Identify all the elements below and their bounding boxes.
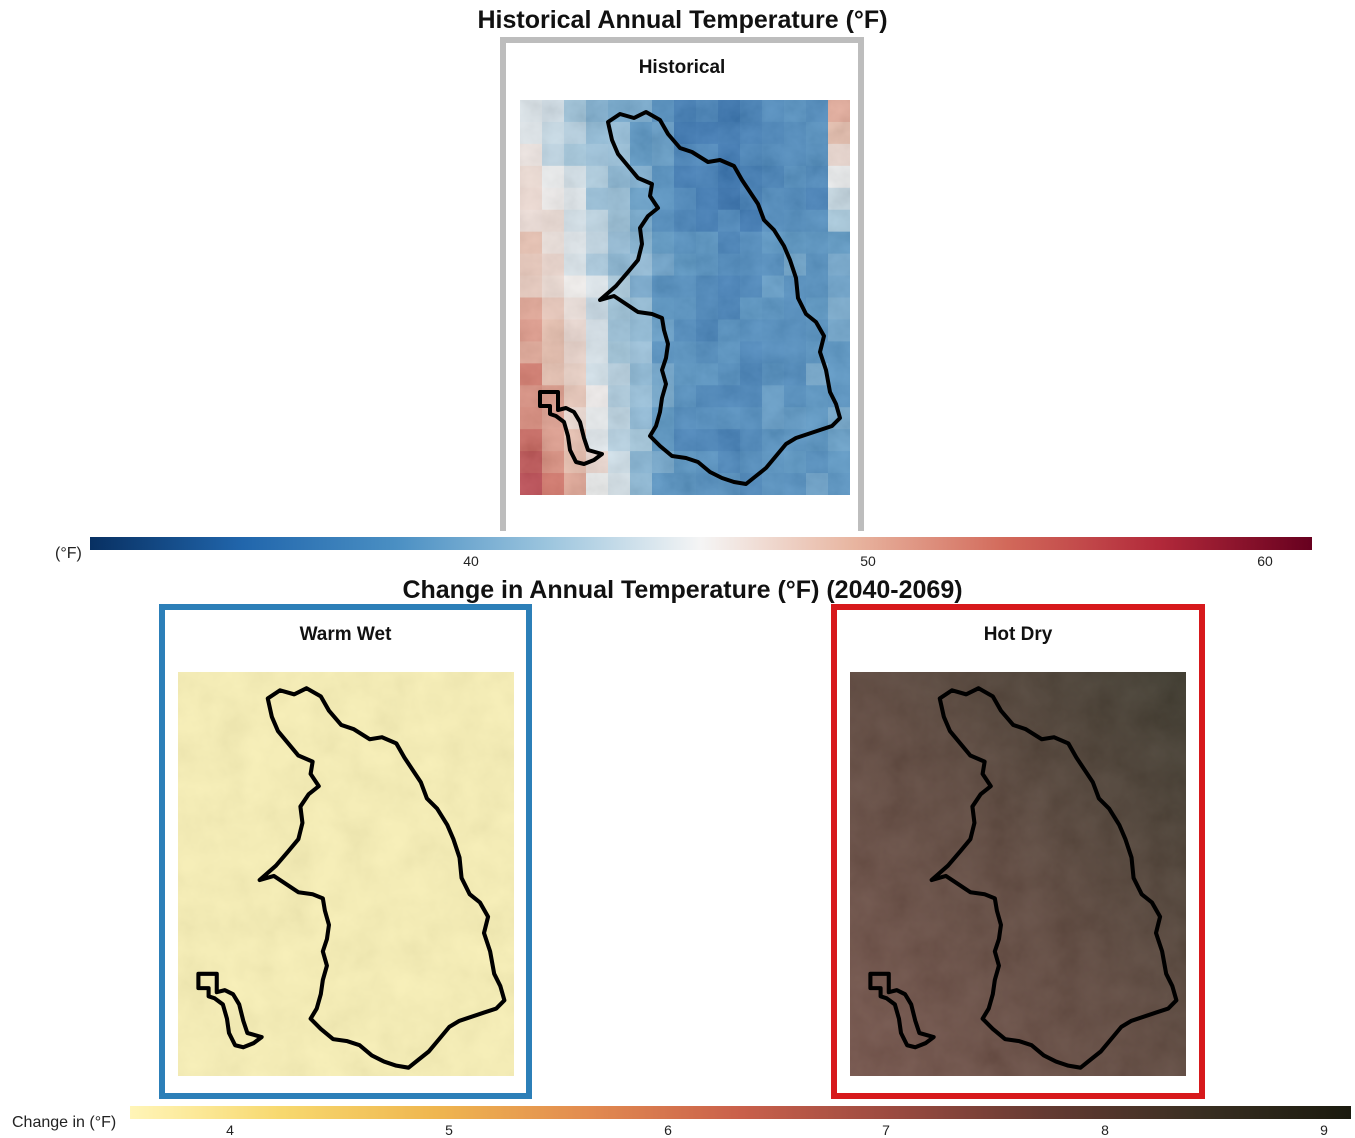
warm-wet-label: Warm Wet	[299, 624, 392, 645]
change-tick-label: 6	[664, 1122, 672, 1138]
historical-map	[520, 100, 850, 495]
change-tick-label: 7	[882, 1122, 890, 1138]
watershed-outline	[598, 110, 842, 486]
change-tick-label: 5	[445, 1122, 453, 1138]
historical-panel: Historical	[500, 37, 864, 531]
historical-tick-label: 60	[1257, 553, 1273, 569]
historical-tick-label: 40	[463, 553, 479, 569]
change-tick-label: 9	[1320, 1122, 1328, 1138]
secondary-outline	[538, 390, 604, 466]
historical-panel-label: Historical	[638, 57, 726, 78]
change-tick-label: 8	[1101, 1122, 1109, 1138]
change-colorbar	[130, 1106, 1351, 1119]
change-tick-label: 4	[226, 1122, 234, 1138]
warm-wet-map	[178, 672, 514, 1076]
secondary-outline	[196, 971, 264, 1050]
hot-dry-label: Hot Dry	[983, 624, 1053, 645]
hot-dry-map	[850, 672, 1186, 1076]
change-title: Change in Annual Temperature (°F) (2040-…	[402, 576, 963, 604]
change-colorbar-title: Change in (°F)	[12, 1114, 117, 1131]
historical-colorbar-title: (°F)	[55, 545, 82, 562]
warm-wet-panel: Warm Wet	[159, 604, 532, 1099]
watershed-outline	[257, 686, 507, 1070]
hot-dry-panel: Hot Dry	[831, 604, 1205, 1099]
secondary-outline	[868, 971, 936, 1050]
historical-title: Historical Annual Temperature (°F)	[477, 6, 888, 34]
historical-colorbar	[90, 537, 1312, 550]
historical-tick-label: 50	[860, 553, 876, 569]
watershed-outline	[929, 686, 1179, 1070]
